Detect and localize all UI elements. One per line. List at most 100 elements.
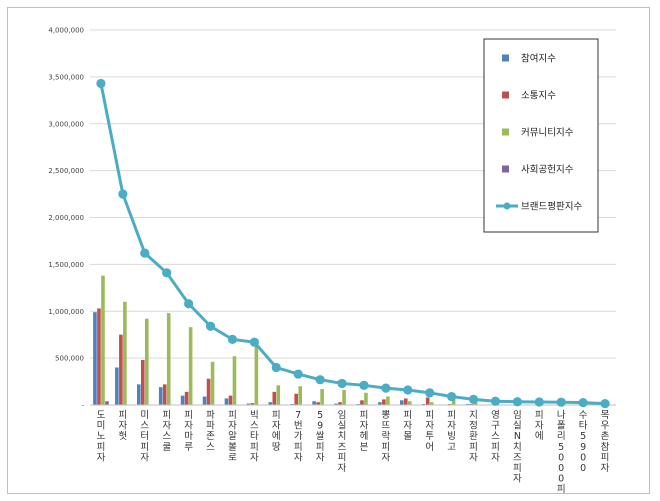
bar-0-0 (93, 312, 97, 405)
y-tick-label: 500,000 (55, 355, 84, 363)
bar-1-10 (316, 402, 320, 405)
bar-1-1 (119, 334, 123, 405)
brand-index-point-18 (490, 396, 501, 406)
brand-index-point-15 (425, 388, 435, 398)
bar-2-16 (451, 398, 456, 405)
bar-2-6 (232, 356, 237, 405)
bar-0-7 (246, 403, 251, 405)
brand-index-point-17 (468, 394, 479, 404)
bar-2-3 (166, 313, 171, 405)
legend-swatch-1 (502, 91, 509, 99)
bar-0-14 (399, 400, 404, 405)
y-tick-label: - (81, 402, 84, 410)
bar-3-0 (105, 401, 109, 405)
bar-0-5 (202, 396, 207, 405)
brand-index-line (96, 78, 610, 409)
bar-1-12 (360, 400, 364, 405)
bar-2-7 (254, 345, 259, 405)
bar-1-8 (272, 391, 277, 405)
brand-index-point-20 (534, 397, 544, 407)
bar-2-0 (101, 275, 105, 405)
bars (93, 275, 613, 405)
bar-2-8 (276, 385, 281, 405)
brand-index-point-12 (359, 380, 369, 390)
bar-2-2 (144, 318, 149, 405)
y-tick-label: 2,000,000 (48, 214, 84, 222)
bar-2-10 (320, 389, 324, 405)
legend-label-3: 사회공헌지수 (521, 165, 574, 176)
x-axis-category-labels: 도 미 노 피 자 피 자 헛 미 스 터 피 자 피 자 스 쿨 피 자 마 루 파 파 존 스 피 자 알 볼 로 빅 스 타 피 자 피 자 에 땅 7… (97, 409, 610, 495)
bar-2-9 (298, 386, 303, 405)
category-label-21: 나폴리5000피자 (557, 410, 566, 495)
brand-index-point-11 (337, 378, 347, 389)
bar-2-4 (188, 327, 193, 405)
bar-2-12 (364, 392, 368, 405)
bar-0-2 (136, 384, 141, 405)
bar-2-11 (342, 390, 346, 405)
bar-1-15 (425, 397, 430, 405)
brand-index-point-10 (315, 375, 325, 385)
y-tick-label: 2,500,000 (48, 167, 84, 175)
bar-1-7 (250, 403, 255, 405)
brand-index-point-1 (118, 189, 128, 199)
y-tick-label: 3,500,000 (48, 73, 84, 81)
bar-0-3 (158, 387, 163, 405)
brand-index-point-9 (293, 369, 303, 379)
bar-1-4 (184, 391, 189, 405)
y-tick-label: 4,000,000 (48, 27, 84, 35)
brand-index-point-21 (556, 397, 566, 407)
bar-2-13 (386, 396, 390, 405)
legend-swatch-3 (502, 165, 509, 173)
bar-1-13 (382, 399, 386, 405)
legend-label-2: 커뮤니티지수 (521, 128, 574, 139)
legend-label-1: 소통지수 (521, 91, 556, 102)
bar-1-0 (97, 308, 101, 405)
bar-1-2 (140, 360, 145, 405)
bar-0-11 (334, 403, 338, 405)
legend-label-0: 참여지수 (521, 53, 556, 65)
bar-2-5 (210, 361, 215, 405)
bar-0-1 (115, 367, 119, 405)
bar-1-14 (403, 398, 408, 405)
bar-0-4 (180, 395, 185, 405)
y-axis-tick-labels: - 500,000 1,000,000 1,500,000 2,000,000 2,500… (48, 27, 84, 410)
bar-0-10 (312, 401, 316, 405)
brand-index-point-23 (600, 398, 610, 409)
chart-svg: - 500,000 1,000,000 1,500,000 2,000,000 2,500… (48, 27, 616, 495)
legend-swatch-2 (502, 128, 509, 136)
brand-index-point-3 (162, 268, 172, 278)
brand-index-point-5 (205, 321, 216, 331)
y-tick-label: 1,000,000 (48, 308, 84, 316)
bar-2-1 (123, 301, 127, 405)
brand-index-point-14 (403, 385, 413, 395)
bar-1-6 (228, 395, 233, 405)
brand-index-point-7 (249, 337, 259, 347)
y-tick-label: 3,000,000 (48, 120, 84, 128)
bar-1-3 (162, 384, 167, 405)
y-tick-label: 1,500,000 (48, 261, 84, 269)
brand-index-point-13 (381, 383, 391, 393)
bar-0-6 (224, 398, 229, 405)
bar-0-13 (378, 402, 382, 405)
